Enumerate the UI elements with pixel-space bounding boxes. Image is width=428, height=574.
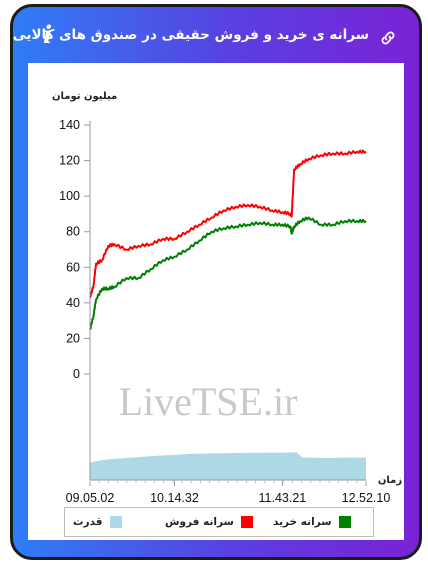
link-icon[interactable]	[379, 29, 397, 47]
series-area-power	[90, 452, 366, 480]
y-axis-label: میلیون تومان	[52, 91, 117, 102]
watermark: LiveTSE.ir	[119, 379, 298, 424]
legend-label-power: قدرت	[73, 516, 103, 528]
widget-title: سرانه ی خرید و فروش حقیقی در صندوق های ک…	[12, 27, 369, 43]
x-tick-label: 11.43.21	[259, 491, 307, 505]
info-icon[interactable]: i	[43, 20, 53, 49]
x-tick-label: 12.52.10	[342, 491, 391, 505]
x-axis-label: زمان	[378, 475, 402, 486]
y-tick-label: 60	[66, 260, 80, 274]
legend-swatch-power	[109, 516, 122, 528]
series-line-buy	[89, 216, 367, 330]
legend-label-sell: سرانه فروش	[165, 516, 234, 528]
chart-card: میلیون تومان زمان LiveTSE.ir 0 20 40 60 80 10…	[28, 63, 404, 540]
legend-swatch-sell	[240, 516, 253, 528]
chart-svg: میلیون تومان زمان LiveTSE.ir 0 20 40 60 80 10…	[52, 91, 402, 505]
legend-item-power[interactable]: قدرت	[73, 514, 122, 530]
y-tick-label: 120	[59, 154, 80, 168]
y-tick-label: 140	[59, 118, 80, 132]
y-tick-label: 20	[66, 331, 80, 345]
series-line-sell	[89, 149, 367, 299]
widget-frame: سرانه ی خرید و فروش حقیقی در صندوق های ک…	[10, 4, 422, 560]
y-tick-label: 100	[59, 189, 80, 203]
y-tick-label: 40	[66, 296, 80, 310]
legend-swatch-buy	[338, 516, 351, 528]
y-tick-label: 0	[73, 367, 80, 381]
legend-label-buy: سرانه خرید	[273, 516, 332, 528]
chart-legend: قدرت سرانه فروش سرانه خرید	[64, 507, 374, 537]
widget-header: سرانه ی خرید و فروش حقیقی در صندوق های ک…	[13, 7, 419, 63]
y-tick-label: 80	[66, 225, 80, 239]
legend-item-sell[interactable]: سرانه فروش	[165, 514, 253, 530]
x-tick-label: 09.05.02	[66, 491, 115, 505]
legend-item-buy[interactable]: سرانه خرید	[273, 514, 351, 530]
x-tick-label: 10.14.32	[150, 491, 199, 505]
